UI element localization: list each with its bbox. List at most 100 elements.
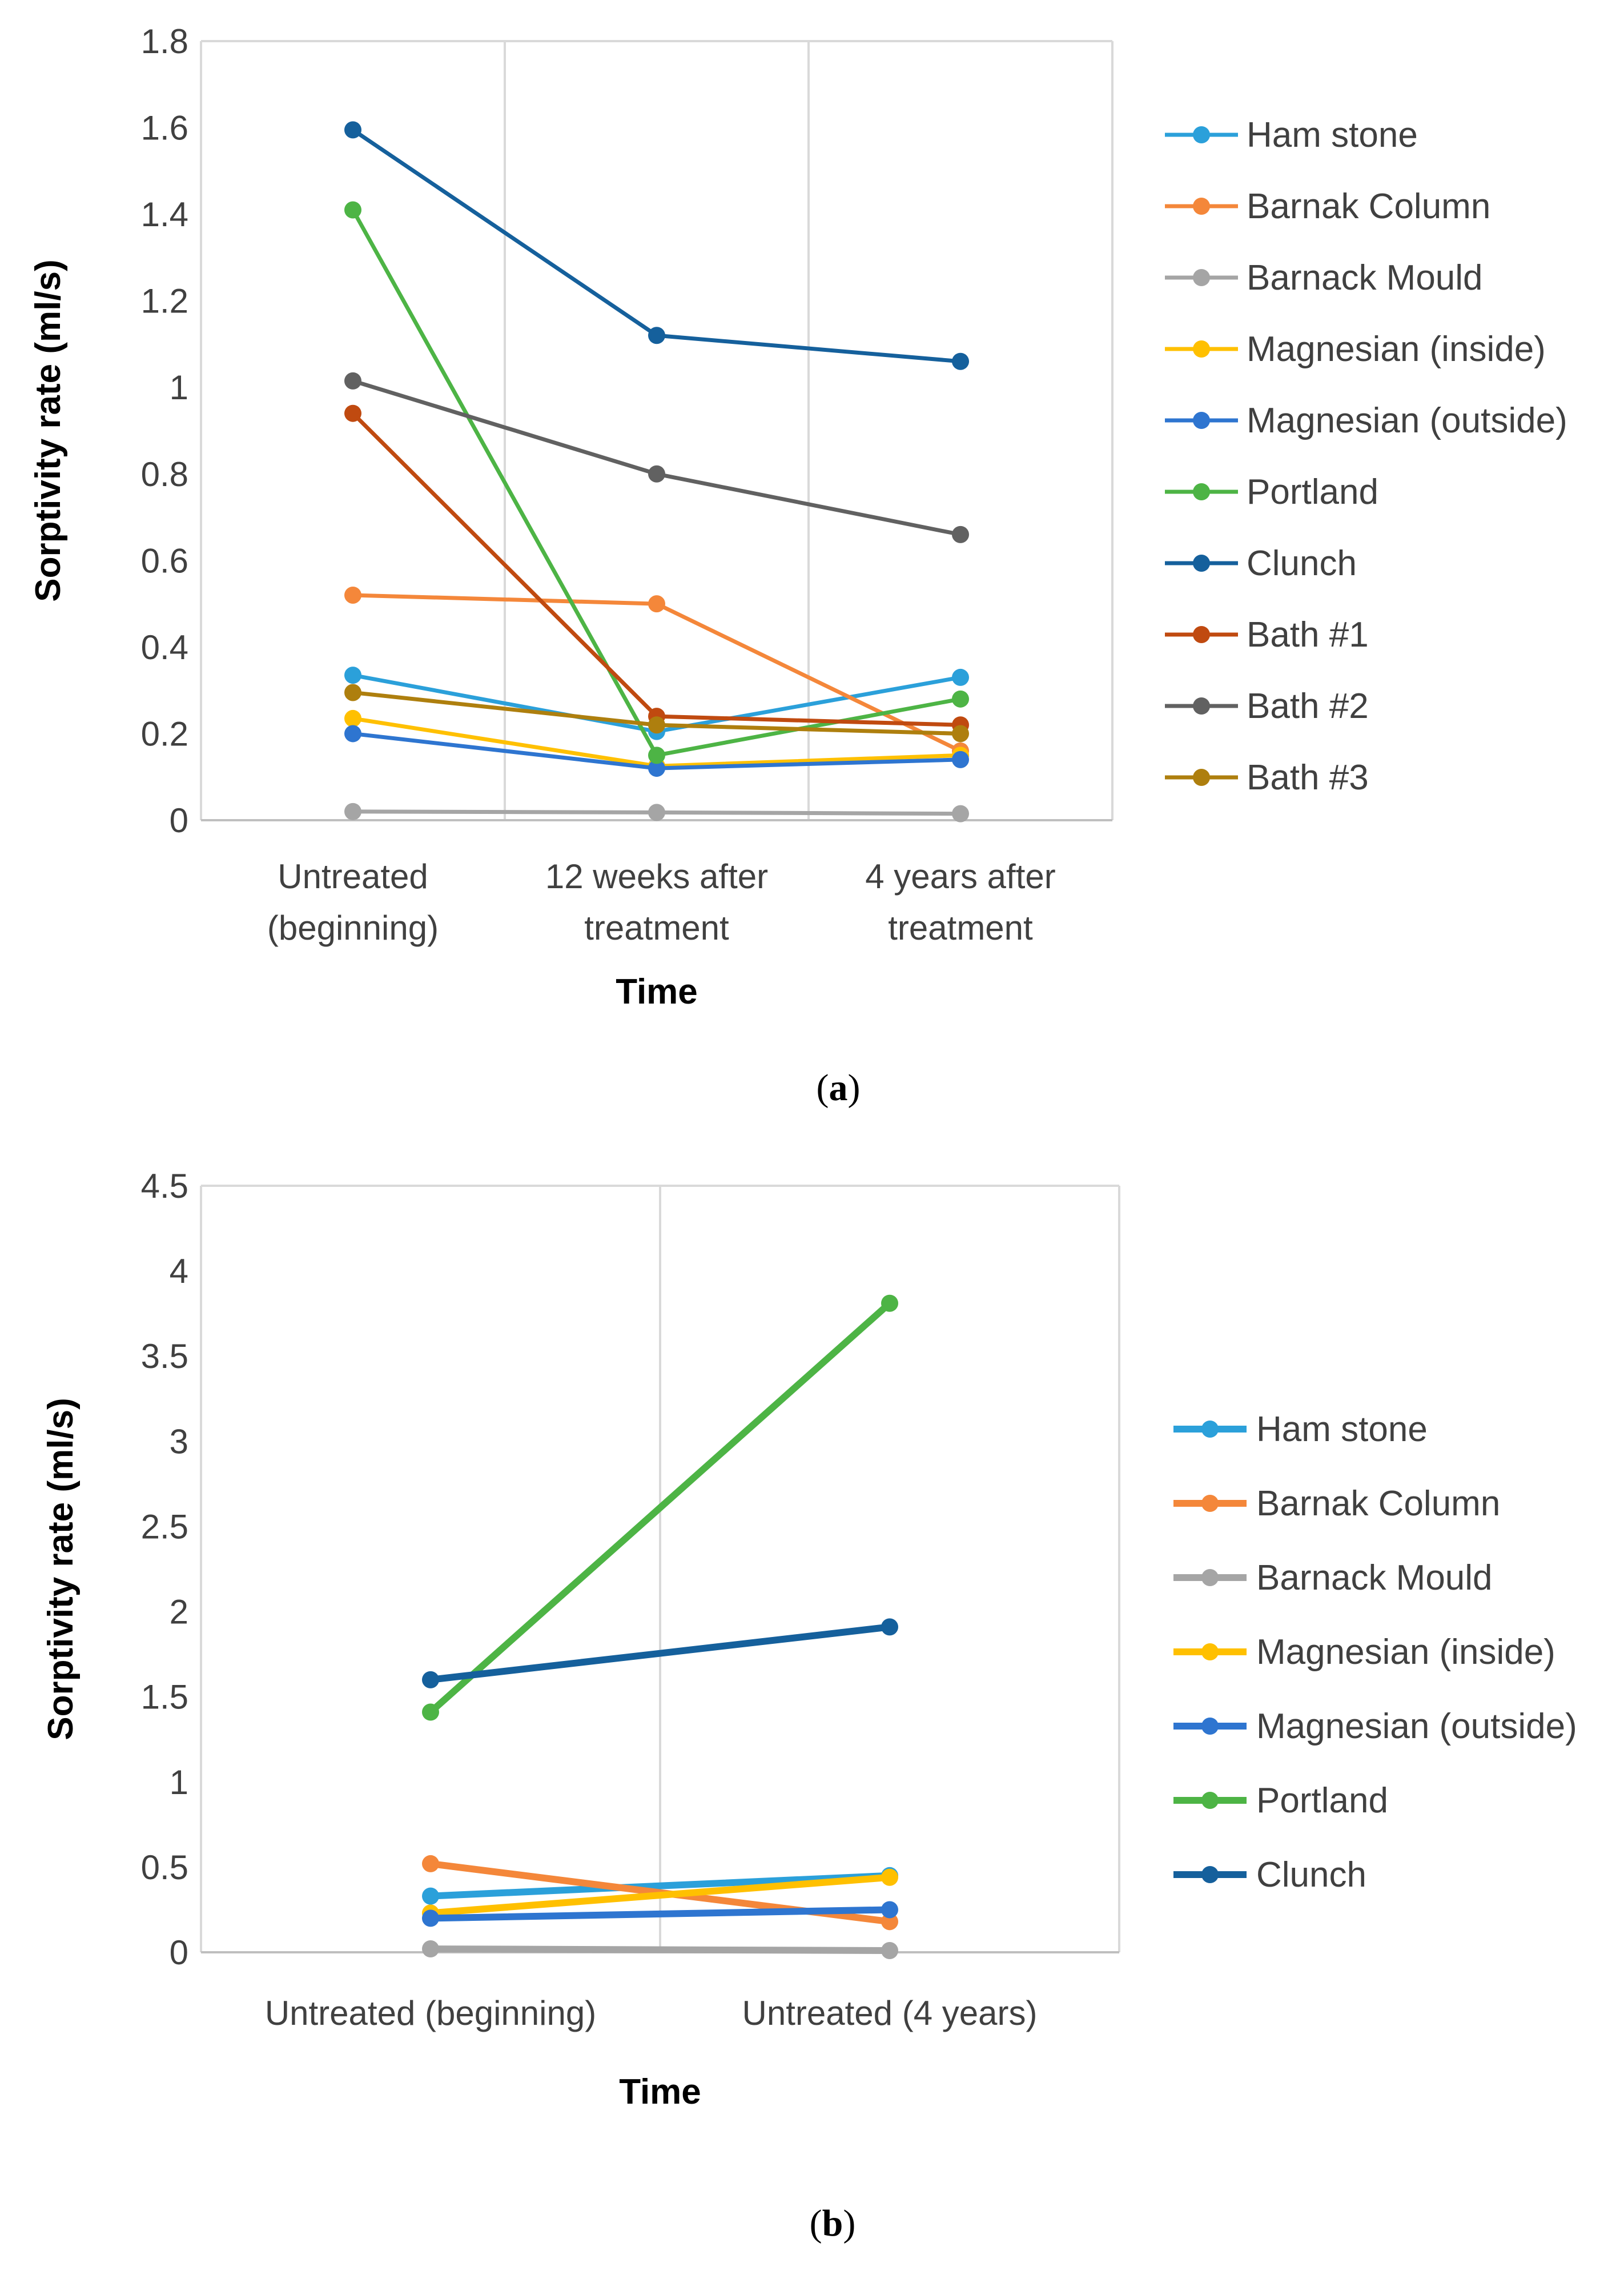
- legend-swatch-marker: [1193, 555, 1210, 572]
- x-category-label: Untreated (4 years): [742, 1994, 1038, 2032]
- legend-label: Magnesian (inside): [1256, 1632, 1555, 1672]
- x-category-label: 4 years after: [865, 857, 1056, 896]
- legend-swatch-marker: [1193, 126, 1210, 143]
- y-tick-label: 3: [170, 1422, 188, 1461]
- legend-label: Ham stone: [1256, 1410, 1428, 1449]
- legend-swatch-marker: [1201, 1792, 1219, 1809]
- data-point: [881, 1901, 898, 1919]
- y-tick-label: 0: [170, 1933, 188, 1972]
- x-category-label: 12 weeks after: [545, 857, 768, 896]
- legend-label: Ham stone: [1247, 115, 1418, 155]
- legend-label: Clunch: [1256, 1855, 1366, 1895]
- legend-label: Barnak Column: [1247, 187, 1490, 226]
- series-line: [351, 379, 963, 537]
- data-point: [881, 1294, 898, 1312]
- legend-swatch-marker: [1193, 269, 1210, 286]
- data-point: [881, 1618, 898, 1636]
- legend-item: Bath #3: [1165, 758, 1369, 797]
- data-point: [344, 667, 361, 684]
- legend-label: Barnack Mould: [1256, 1558, 1493, 1598]
- y-axis-title: Sorptivity rate (ml/s): [29, 259, 68, 601]
- legend-swatch-marker: [1201, 1569, 1219, 1586]
- series-barnack-mould: [344, 803, 969, 822]
- data-point: [344, 725, 361, 743]
- y-tick-label: 3.5: [141, 1337, 188, 1375]
- data-point: [422, 1940, 439, 1958]
- y-tick-label: 1.5: [141, 1678, 188, 1716]
- y-tick-label: 0.6: [141, 541, 188, 580]
- legend-item: Clunch: [1173, 1855, 1366, 1895]
- legend-item: Magnesian (inside): [1173, 1632, 1555, 1672]
- gridlines: [200, 40, 1114, 820]
- legend-label: Barnak Column: [1256, 1484, 1500, 1523]
- legend-swatch-marker: [1193, 198, 1210, 215]
- x-category-label: Untreated: [278, 857, 428, 896]
- legend-item: Portland: [1165, 472, 1378, 512]
- legend-item: Portland: [1173, 1781, 1388, 1820]
- data-point: [344, 121, 361, 139]
- series-clunch: [344, 121, 969, 370]
- y-tick-label: 1.2: [141, 282, 188, 320]
- y-tick-label: 0.2: [141, 715, 188, 753]
- series-magnesian-outside: [344, 725, 969, 777]
- data-point: [648, 716, 665, 734]
- legend-label: Barnack Mould: [1247, 258, 1483, 298]
- y-tick-label: 1: [170, 1763, 188, 1801]
- data-point: [648, 327, 665, 344]
- data-point: [422, 1855, 439, 1872]
- data-point: [422, 1887, 439, 1905]
- legend-swatch-marker: [1201, 1643, 1219, 1660]
- series-portland: [344, 201, 969, 764]
- series-bath-2: [344, 372, 969, 543]
- legend-item: Bath #2: [1165, 687, 1369, 726]
- legend-item: Ham stone: [1165, 115, 1418, 155]
- data-point: [344, 684, 361, 701]
- data-point: [952, 725, 969, 743]
- legend-label: Magnesian (outside): [1247, 401, 1567, 440]
- legend-swatch-marker: [1193, 483, 1210, 500]
- legend-item: Barnak Column: [1173, 1484, 1500, 1523]
- x-axis-title: Time: [616, 972, 698, 1012]
- data-point: [344, 372, 361, 390]
- y-tick-label: 1.6: [141, 109, 188, 147]
- legend-item: Barnack Mould: [1173, 1558, 1493, 1598]
- data-point: [952, 352, 969, 370]
- series-line: [351, 411, 963, 727]
- series-line: [427, 1945, 893, 1955]
- data-point: [344, 586, 361, 604]
- y-tick-label: 2.5: [141, 1507, 188, 1546]
- legend-swatch-marker: [1193, 626, 1210, 643]
- x-category-label: treatment: [888, 909, 1033, 947]
- series-magnesian-outside: [422, 1901, 898, 1927]
- data-point: [344, 709, 361, 727]
- legend-item: Ham stone: [1173, 1410, 1428, 1449]
- y-tick-label: 0.4: [141, 628, 188, 667]
- data-point: [422, 1703, 439, 1721]
- legend-item: Magnesian (outside): [1165, 401, 1567, 440]
- gridlines: [200, 1185, 1120, 1952]
- panel-label-a: (a): [817, 1067, 861, 1109]
- series-barnack-mould: [422, 1940, 898, 1960]
- data-point: [344, 201, 361, 219]
- data-point: [881, 1942, 898, 1960]
- y-tick-label: 4: [170, 1252, 188, 1290]
- legend-swatch-marker: [1193, 340, 1210, 358]
- legend-item: Magnesian (inside): [1165, 330, 1546, 369]
- data-point: [881, 1913, 898, 1931]
- legend-swatch-marker: [1193, 412, 1210, 429]
- data-point: [422, 1671, 439, 1688]
- y-tick-label: 0: [170, 801, 188, 840]
- y-tick-label: 2: [170, 1593, 188, 1631]
- legend-swatch-marker: [1201, 1421, 1219, 1438]
- series-line: [427, 1906, 893, 1922]
- legend-item: Magnesian (outside): [1173, 1707, 1577, 1746]
- legend-swatch-marker: [1193, 697, 1210, 715]
- x-axis-title: Time: [619, 2072, 701, 2112]
- data-point: [952, 751, 969, 768]
- data-point: [952, 690, 969, 708]
- data-point: [648, 465, 665, 483]
- series-line: [427, 1299, 893, 1716]
- x-category-label: Untreated (beginning): [265, 1994, 596, 2032]
- series-line: [427, 1872, 893, 1900]
